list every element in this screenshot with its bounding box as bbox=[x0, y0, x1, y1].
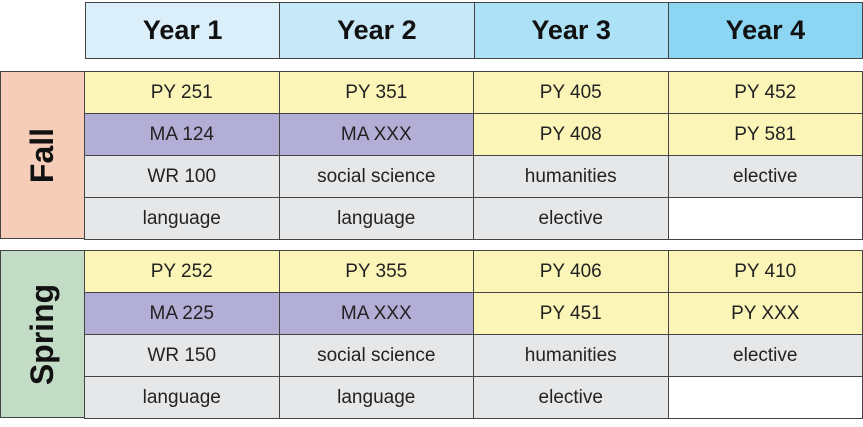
spring-term-label-text: Spring bbox=[24, 283, 61, 385]
fall-term-label: Fall bbox=[0, 71, 86, 239]
course-cell: MA XXX bbox=[278, 113, 474, 156]
course-cell: elective bbox=[473, 376, 669, 419]
year-1-header: Year 1 bbox=[85, 2, 281, 59]
course-cell: humanities bbox=[473, 334, 669, 377]
year-2-header: Year 2 bbox=[279, 2, 475, 59]
course-cell: social science bbox=[278, 155, 474, 198]
course-cell: MA 124 bbox=[84, 113, 280, 156]
course-cell: MA XXX bbox=[278, 292, 474, 335]
course-cell: social science bbox=[278, 334, 474, 377]
spring-course-grid: PY 252 PY 355 PY 406 PY 410 MA 225 MA XX… bbox=[84, 250, 863, 419]
course-cell: PY 252 bbox=[84, 250, 280, 293]
course-cell: PY XXX bbox=[667, 292, 863, 335]
course-cell: PY 451 bbox=[473, 292, 669, 335]
course-cell: WR 150 bbox=[84, 334, 280, 377]
year-3-header: Year 3 bbox=[473, 2, 669, 59]
course-cell: PY 406 bbox=[473, 250, 669, 293]
course-cell: PY 351 bbox=[278, 71, 474, 114]
course-cell: PY 405 bbox=[473, 71, 669, 114]
course-cell: WR 100 bbox=[84, 155, 280, 198]
spring-term-label: Spring bbox=[0, 250, 86, 418]
course-cell: PY 581 bbox=[667, 113, 863, 156]
spring-term-block: Spring PY 252 PY 355 PY 406 PY 410 MA 22… bbox=[0, 250, 863, 419]
course-cell: humanities bbox=[473, 155, 669, 198]
empty-cell bbox=[667, 197, 863, 240]
course-cell: MA 225 bbox=[84, 292, 280, 335]
course-cell: PY 408 bbox=[473, 113, 669, 156]
course-cell: language bbox=[278, 197, 474, 240]
course-cell: PY 355 bbox=[278, 250, 474, 293]
course-cell: PY 410 bbox=[667, 250, 863, 293]
course-cell: elective bbox=[667, 334, 863, 377]
empty-cell bbox=[667, 376, 863, 419]
year-4-header: Year 4 bbox=[667, 2, 863, 59]
course-cell: language bbox=[84, 376, 280, 419]
year-header-row: Year 1 Year 2 Year 3 Year 4 bbox=[85, 2, 863, 59]
course-cell: language bbox=[84, 197, 280, 240]
course-cell: elective bbox=[667, 155, 863, 198]
course-cell: PY 452 bbox=[667, 71, 863, 114]
course-cell: elective bbox=[473, 197, 669, 240]
course-cell: language bbox=[278, 376, 474, 419]
fall-term-block: Fall PY 251 PY 351 PY 405 PY 452 MA 124 … bbox=[0, 71, 863, 240]
course-cell: PY 251 bbox=[84, 71, 280, 114]
fall-term-label-text: Fall bbox=[24, 127, 61, 183]
fall-course-grid: PY 251 PY 351 PY 405 PY 452 MA 124 MA XX… bbox=[84, 71, 863, 240]
